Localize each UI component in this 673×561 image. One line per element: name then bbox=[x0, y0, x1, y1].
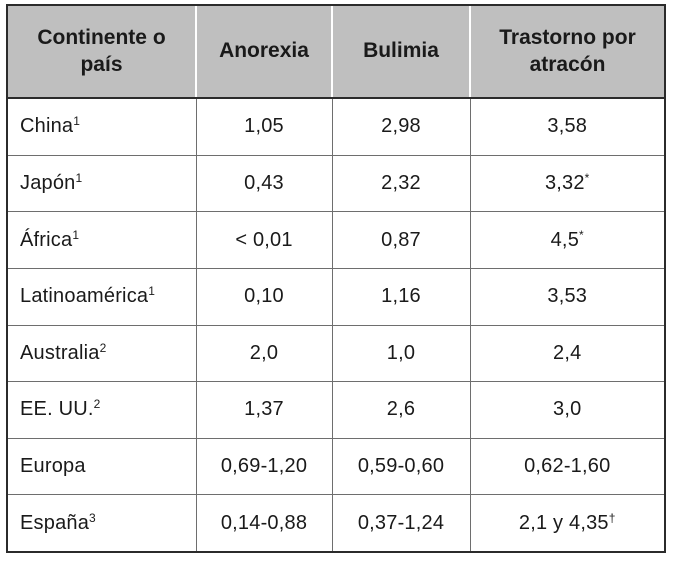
cell-anorexia: < 0,01 bbox=[196, 211, 333, 269]
country-name: Japón bbox=[20, 171, 76, 194]
binge-eating-value: 3,0 bbox=[553, 398, 582, 421]
cell-country: Japón1 bbox=[8, 155, 197, 213]
country-name: África bbox=[20, 228, 73, 251]
cell-country: China1 bbox=[8, 98, 197, 156]
header-row: Continente o país Anorexia Bulimia Trast… bbox=[8, 6, 664, 99]
binge-eating-value: 0,62-1,60 bbox=[524, 455, 611, 478]
cell-bulimia: 0,87 bbox=[332, 211, 471, 269]
header-line: Continente o bbox=[37, 26, 166, 50]
country-name: Australia bbox=[20, 341, 100, 364]
binge-eating-value: 2,4 bbox=[553, 341, 582, 364]
cell-anorexia: 0,69-1,20 bbox=[196, 438, 333, 496]
cell-bulimia: 1,16 bbox=[332, 268, 471, 326]
header-binge-eating-disorder: Trastorno por atracón bbox=[470, 6, 664, 99]
footnote-marker: † bbox=[608, 510, 616, 525]
cell-country: Australia2 bbox=[8, 325, 197, 383]
cell-binge-eating: 0,62-1,60 bbox=[470, 438, 664, 496]
cell-bulimia: 0,59-0,60 bbox=[332, 438, 471, 496]
binge-eating-value: 4,5 bbox=[550, 228, 580, 251]
footnote-marker: 2 bbox=[93, 397, 101, 412]
cell-anorexia: 1,37 bbox=[196, 381, 333, 439]
header-anorexia: Anorexia bbox=[196, 6, 333, 99]
table-row: Japón1 0,43 2,32 3,32* bbox=[8, 155, 664, 213]
cell-binge-eating: 3,0 bbox=[470, 381, 664, 439]
cell-binge-eating: 3,53 bbox=[470, 268, 664, 326]
cell-binge-eating: 4,5* bbox=[470, 211, 664, 269]
table-row: EE. UU.2 1,37 2,6 3,0 bbox=[8, 381, 664, 439]
cell-bulimia: 1,0 bbox=[332, 325, 471, 383]
binge-eating-value: 2,1 y 4,35 bbox=[518, 511, 609, 534]
table-row: África1 < 0,01 0,87 4,5* bbox=[8, 211, 664, 269]
footnote-marker: 3 bbox=[89, 510, 96, 525]
cell-bulimia: 2,32 bbox=[332, 155, 471, 213]
header-continent-country: Continente o país bbox=[8, 6, 197, 99]
header-line: Bulimia bbox=[363, 39, 439, 63]
header-line: atracón bbox=[529, 52, 606, 76]
footnote-marker: 1 bbox=[148, 284, 156, 299]
table-header: Continente o país Anorexia Bulimia Trast… bbox=[8, 6, 664, 99]
cell-country: España3 bbox=[8, 494, 197, 551]
binge-eating-value: 3,32 bbox=[544, 171, 585, 194]
cell-country: Europa bbox=[8, 438, 197, 496]
footnote-marker: * bbox=[584, 170, 590, 185]
table-row: Europa 0,69-1,20 0,59-0,60 0,62-1,60 bbox=[8, 438, 664, 496]
table-row: España3 0,14-0,88 0,37-1,24 2,1 y 4,35† bbox=[8, 494, 664, 551]
country-name: España bbox=[20, 511, 90, 534]
country-name: Latinoamérica bbox=[20, 285, 149, 308]
cell-binge-eating: 3,32* bbox=[470, 155, 664, 213]
cell-country: Latinoamérica1 bbox=[8, 268, 197, 326]
footnote-marker: * bbox=[579, 227, 584, 242]
table-row: China1 1,05 2,98 3,58 bbox=[8, 98, 664, 156]
footnote-marker: 1 bbox=[73, 114, 81, 129]
header-line: país bbox=[80, 52, 123, 76]
country-name: EE. UU. bbox=[20, 398, 94, 421]
country-name: China bbox=[20, 115, 74, 138]
cell-binge-eating: 3,58 bbox=[470, 98, 664, 156]
prevalence-table-container: Continente o país Anorexia Bulimia Trast… bbox=[6, 4, 666, 553]
header-line: Anorexia bbox=[219, 39, 309, 63]
footnote-marker: 1 bbox=[72, 227, 80, 242]
prevalence-table: Continente o país Anorexia Bulimia Trast… bbox=[8, 6, 664, 551]
cell-bulimia: 0,37-1,24 bbox=[332, 494, 471, 551]
table-body: China1 1,05 2,98 3,58 Japón1 0,43 2,32 3,32* Áfr… bbox=[8, 98, 664, 551]
cell-anorexia: 0,43 bbox=[196, 155, 333, 213]
cell-country: África1 bbox=[8, 211, 197, 269]
cell-bulimia: 2,6 bbox=[332, 381, 471, 439]
cell-anorexia: 1,05 bbox=[196, 98, 333, 156]
cell-anorexia: 0,10 bbox=[196, 268, 333, 326]
table-row: Australia2 2,0 1,0 2,4 bbox=[8, 325, 664, 383]
cell-bulimia: 2,98 bbox=[332, 98, 471, 156]
cell-country: EE. UU.2 bbox=[8, 381, 197, 439]
footnote-marker: 1 bbox=[75, 170, 83, 185]
cell-binge-eating: 2,4 bbox=[470, 325, 664, 383]
table-row: Latinoamérica1 0,10 1,16 3,53 bbox=[8, 268, 664, 326]
header-bulimia: Bulimia bbox=[332, 6, 471, 99]
cell-anorexia: 0,14-0,88 bbox=[196, 494, 333, 551]
country-name: Europa bbox=[20, 455, 86, 478]
cell-binge-eating: 2,1 y 4,35† bbox=[470, 495, 664, 551]
header-line: Trastorno por bbox=[499, 26, 636, 50]
binge-eating-value: 3,58 bbox=[547, 115, 588, 138]
footnote-marker: 2 bbox=[99, 340, 107, 355]
binge-eating-value: 3,53 bbox=[547, 285, 588, 308]
cell-anorexia: 2,0 bbox=[196, 325, 333, 383]
